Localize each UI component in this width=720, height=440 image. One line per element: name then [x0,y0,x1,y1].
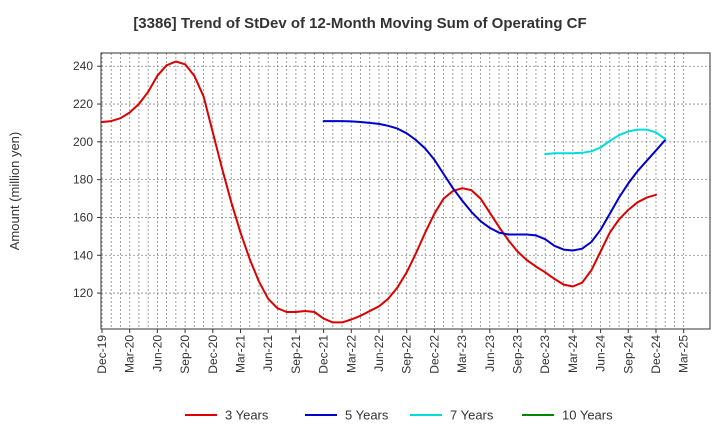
x-tick-label: Jun-24 [594,335,608,372]
x-tick-label: Dec-23 [538,335,552,374]
y-tick-label: 200 [73,135,93,149]
y-tick-label: 240 [73,59,93,73]
x-tick-label: Sep-22 [400,335,414,374]
legend-item-3-years: 3 Years [185,408,269,423]
x-tick-label: Jun-21 [261,335,275,372]
series-line-7-years [544,128,667,156]
y-tick-label: 140 [73,248,93,262]
x-tick-label: Mar-24 [566,335,580,373]
legend-label: 3 Years [225,408,269,423]
x-tick-label: Mar-22 [344,335,358,373]
legend-item-10-years: 10 Years [522,408,613,423]
x-tick-label: Dec-21 [317,335,331,374]
y-axis-label: Amount (million yen) [7,132,22,251]
plot-area [101,53,710,329]
x-axis-ticks: Dec-19 Mar-20 Jun-20 Sep-20 Dec-20 Mar-21 Jun-… [95,329,691,374]
legend-label: 10 Years [562,408,613,423]
x-tick-label: Jun-23 [483,335,497,372]
chart-title: [3386] Trend of StDev of 12-Month Moving… [133,15,586,32]
series-line-3-years [101,60,657,324]
x-tick-label: Mar-23 [455,335,469,373]
x-tick-label: Sep-24 [621,335,635,374]
x-tick-label: Sep-20 [178,335,192,374]
x-tick-label: Jun-22 [372,335,386,372]
x-tick-label: Sep-23 [510,335,524,374]
x-tick-label: Mar-21 [233,335,247,373]
legend: 3 Years 5 Years 7 Years 10 Years [185,408,613,423]
grid-lines [101,53,710,329]
x-tick-label: Sep-21 [289,335,303,374]
x-tick-label: Mar-20 [123,335,137,373]
x-tick-label: Dec-24 [649,335,663,374]
plot-border [100,52,711,330]
x-tick-label: Jun-20 [150,335,164,372]
y-tick-label: 220 [73,97,93,111]
x-tick-label: Dec-20 [206,335,220,374]
y-tick-label: 120 [73,286,93,300]
series-lines [101,60,667,324]
x-tick-label: Dec-22 [427,335,441,374]
y-axis-ticks: 120 140 160 180 200 220 240 [73,59,101,300]
y-tick-label: 180 [73,173,93,187]
x-tick-label: Mar-25 [677,335,691,373]
x-tick-label: Dec-19 [95,335,109,374]
legend-item-5-years: 5 Years [305,408,389,423]
legend-item-7-years: 7 Years [410,408,494,423]
legend-label: 5 Years [345,408,389,423]
series-line-5-years [322,120,667,252]
legend-label: 7 Years [450,408,494,423]
y-tick-label: 160 [73,210,93,224]
